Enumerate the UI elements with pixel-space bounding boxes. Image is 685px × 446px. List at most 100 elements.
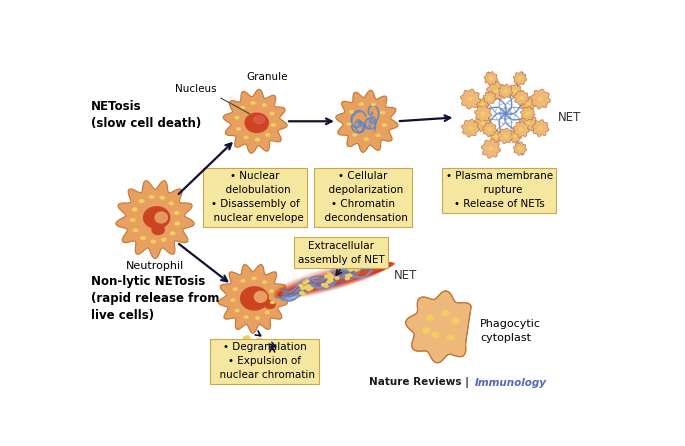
Ellipse shape (262, 281, 267, 284)
Ellipse shape (447, 335, 455, 341)
Polygon shape (483, 91, 496, 104)
Ellipse shape (235, 116, 239, 119)
Ellipse shape (526, 121, 530, 125)
Ellipse shape (233, 288, 238, 291)
Ellipse shape (170, 231, 175, 235)
Ellipse shape (329, 276, 334, 279)
Polygon shape (484, 72, 498, 85)
Text: Extracellular
assembly of NET: Extracellular assembly of NET (298, 241, 385, 264)
Text: • Degranulation
• Expulsion of
  nuclear chromatin: • Degranulation • Expulsion of nuclear c… (214, 342, 315, 380)
Ellipse shape (526, 103, 530, 106)
Ellipse shape (303, 285, 308, 289)
Polygon shape (219, 264, 288, 333)
Polygon shape (460, 89, 480, 109)
Ellipse shape (306, 288, 311, 291)
Polygon shape (513, 142, 527, 155)
Ellipse shape (139, 199, 144, 203)
Ellipse shape (349, 110, 353, 113)
Ellipse shape (275, 261, 390, 297)
Polygon shape (532, 120, 549, 136)
Ellipse shape (256, 338, 262, 343)
Text: • Cellular
  depolarization
• Chromatin
  decondensation: • Cellular depolarization • Chromatin de… (318, 171, 408, 223)
Ellipse shape (481, 112, 486, 116)
Polygon shape (462, 119, 480, 137)
Polygon shape (116, 181, 195, 259)
Text: NET: NET (394, 269, 417, 282)
Ellipse shape (251, 101, 256, 104)
Ellipse shape (305, 279, 310, 283)
Ellipse shape (231, 298, 235, 301)
Ellipse shape (347, 266, 351, 270)
Text: Phagocytic
cytoplast: Phagocytic cytoplast (480, 319, 541, 343)
Ellipse shape (451, 318, 459, 324)
Polygon shape (482, 139, 501, 158)
Polygon shape (508, 130, 521, 143)
Ellipse shape (503, 90, 508, 93)
Ellipse shape (371, 103, 376, 106)
Ellipse shape (480, 121, 485, 125)
Ellipse shape (376, 134, 380, 137)
Ellipse shape (151, 240, 156, 243)
Ellipse shape (235, 309, 239, 312)
Ellipse shape (304, 286, 309, 289)
Ellipse shape (422, 328, 430, 334)
Ellipse shape (518, 147, 522, 150)
Ellipse shape (273, 260, 388, 298)
Ellipse shape (380, 111, 385, 114)
Ellipse shape (175, 222, 179, 225)
Ellipse shape (306, 285, 311, 288)
Ellipse shape (519, 96, 523, 99)
Polygon shape (223, 89, 287, 153)
Text: • Nuclear
  delobulation
• Disassembly of
  nuclear envelope: • Nuclear delobulation • Disassembly of … (207, 171, 303, 223)
Ellipse shape (525, 112, 530, 116)
Polygon shape (513, 72, 527, 85)
Ellipse shape (301, 292, 306, 295)
Ellipse shape (356, 267, 360, 270)
Ellipse shape (174, 211, 179, 215)
Ellipse shape (323, 283, 327, 286)
Ellipse shape (245, 113, 269, 132)
Text: Nucleus: Nucleus (175, 84, 216, 95)
Polygon shape (498, 128, 513, 144)
Ellipse shape (360, 265, 364, 268)
Ellipse shape (426, 315, 434, 321)
Ellipse shape (503, 134, 508, 138)
Ellipse shape (303, 281, 308, 285)
Ellipse shape (265, 133, 270, 136)
Ellipse shape (299, 284, 303, 287)
Ellipse shape (270, 112, 275, 115)
Text: • Plasma membrane
  rupture
• Release of NETs: • Plasma membrane rupture • Release of N… (446, 171, 553, 209)
Ellipse shape (488, 147, 493, 150)
Ellipse shape (487, 128, 492, 131)
Ellipse shape (487, 96, 492, 99)
Ellipse shape (133, 229, 138, 232)
Ellipse shape (162, 238, 166, 242)
Ellipse shape (240, 287, 269, 310)
Text: NETosis
(slow cell death): NETosis (slow cell death) (91, 100, 201, 130)
Ellipse shape (538, 126, 543, 130)
Ellipse shape (349, 268, 353, 272)
Ellipse shape (347, 122, 351, 125)
Ellipse shape (253, 116, 264, 124)
Ellipse shape (152, 225, 164, 235)
Ellipse shape (345, 274, 350, 277)
Ellipse shape (278, 263, 393, 296)
Polygon shape (498, 84, 512, 99)
Text: Neutrophil: Neutrophil (126, 261, 184, 272)
Ellipse shape (262, 103, 266, 107)
Polygon shape (490, 130, 502, 142)
Ellipse shape (265, 311, 270, 314)
Text: Immunology: Immunology (475, 378, 547, 388)
Ellipse shape (327, 277, 332, 281)
Text: Granule: Granule (246, 72, 288, 82)
Ellipse shape (321, 283, 325, 287)
Ellipse shape (240, 106, 245, 109)
Polygon shape (513, 121, 530, 137)
Ellipse shape (269, 289, 274, 293)
Ellipse shape (244, 136, 249, 139)
Ellipse shape (140, 236, 146, 240)
Polygon shape (519, 114, 537, 132)
Ellipse shape (149, 195, 154, 198)
Ellipse shape (132, 208, 137, 211)
Ellipse shape (280, 263, 395, 295)
